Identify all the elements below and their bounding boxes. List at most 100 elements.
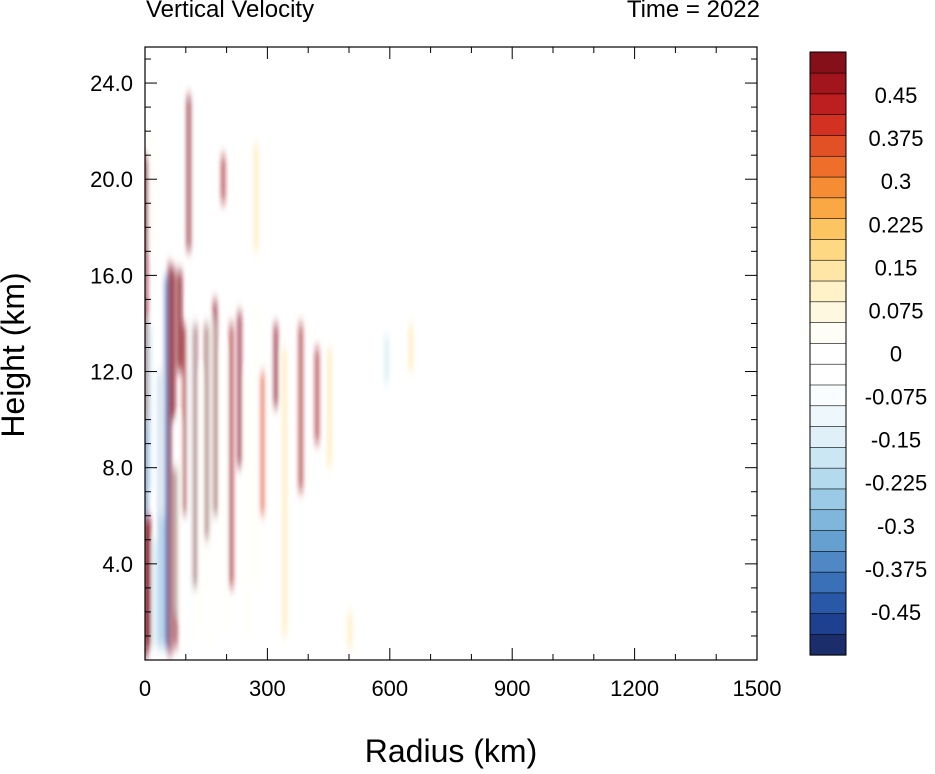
velocity-feature (164, 275, 168, 648)
velocity-feature (238, 311, 242, 468)
y-tick-label: 16.0 (90, 263, 133, 288)
colorbar-segment (809, 238, 847, 261)
colorbar-segment (809, 280, 847, 303)
colorbar-segment (809, 259, 847, 282)
colorbar-segment (809, 571, 847, 594)
velocity-feature (283, 347, 287, 636)
y-tick-label: 8.0 (102, 456, 133, 481)
velocity-feature (160, 275, 164, 516)
colorbar-label: 0.225 (868, 212, 923, 237)
velocity-feature (274, 323, 278, 408)
velocity-feature (348, 611, 352, 648)
colorbar-label: -0.15 (871, 428, 921, 453)
x-tick-label: 1500 (733, 676, 782, 701)
x-tick-label: 900 (494, 676, 531, 701)
velocity-feature (246, 371, 250, 636)
colorbar-segment (809, 176, 847, 199)
velocity-feature (209, 323, 213, 648)
velocity-feature (168, 263, 172, 656)
colorbar-label: -0.225 (865, 471, 927, 496)
velocity-feature (229, 323, 233, 588)
velocity-feature (187, 95, 191, 252)
colorbar-segment (809, 467, 847, 490)
colorbar-frame (809, 51, 847, 656)
colorbar-segment (809, 509, 847, 531)
colorbar-segment (809, 342, 847, 365)
colorbar-segment (809, 488, 847, 511)
y-axis-label: Height (km) (0, 272, 31, 437)
colorbar-segment (809, 363, 847, 386)
colorbar-label: -0.375 (865, 557, 927, 582)
colorbar-segment (809, 405, 847, 427)
colorbar: 0.45 0.375 0.3 0.225 0.15 0.075 0 -0.075 -0.15 -0… (809, 51, 927, 656)
velocity-feature (193, 323, 197, 588)
colorbar-segment (809, 633, 847, 656)
colorbar-segment (809, 197, 847, 219)
x-tick-label: 600 (371, 676, 408, 701)
colorbar-label: 0.3 (881, 169, 912, 194)
plot-background (145, 47, 757, 660)
colorbar-label: -0.3 (877, 514, 915, 539)
y-tick-label: 12.0 (90, 360, 133, 385)
velocity-feature (221, 347, 225, 636)
velocity-feature (148, 323, 152, 492)
colorbar-segment (809, 446, 847, 469)
x-axis-label: Radius (km) (365, 733, 537, 769)
velocity-feature (409, 323, 413, 372)
colorbar-label: -0.45 (871, 600, 921, 625)
colorbar-segment (809, 134, 847, 157)
velocity-feature (172, 268, 176, 420)
velocity-feature (260, 371, 264, 516)
colorbar-label: -0.075 (865, 385, 927, 410)
velocity-feature (327, 347, 331, 468)
colorbar-segment (809, 529, 847, 552)
velocity-feature (254, 299, 258, 588)
velocity-feature (152, 131, 156, 252)
velocity-feature (213, 299, 217, 516)
velocity-feature (189, 299, 193, 648)
colorbar-segment (809, 114, 847, 136)
colorbar-segment (809, 93, 847, 115)
velocity-feature (385, 335, 389, 384)
velocity-feature (254, 143, 258, 252)
colorbar-segment (809, 51, 847, 74)
colorbar-segment (809, 592, 847, 615)
colorbar-label: 0.15 (875, 255, 918, 280)
time-label: Time = 2022 (626, 0, 760, 23)
colorbar-segment (809, 322, 847, 344)
velocity-feature (183, 323, 187, 516)
colorbar-segment (809, 301, 847, 323)
colorbar-label: 0.45 (875, 83, 918, 108)
x-tick-label: 1200 (610, 676, 659, 701)
colorbar-segment (809, 218, 847, 240)
velocity-feature (173, 467, 177, 648)
velocity-feature (153, 539, 157, 648)
colorbar-label: 0.375 (868, 126, 923, 151)
velocity-feature (299, 323, 303, 492)
velocity-feature (315, 347, 319, 444)
colorbar-label: 0.075 (868, 298, 923, 323)
velocity-feature (221, 155, 225, 204)
colorbar-segment (809, 550, 847, 573)
heatmap-features (145, 95, 413, 660)
y-tick-label: 24.0 (90, 71, 133, 96)
colorbar-segment (809, 72, 847, 95)
x-tick-label: 300 (249, 676, 286, 701)
chart-title: Vertical Velocity (146, 0, 315, 23)
velocity-feature (147, 515, 151, 648)
colorbar-segment (809, 425, 847, 448)
velocity-feature (177, 419, 181, 612)
colorbar-segment (809, 613, 847, 635)
axes: 0 300 600 900 1200 1500 4.0 8.0 12.0 16.0 20.0 24.0 (90, 47, 781, 701)
plot-frame (144, 46, 758, 661)
colorbar-segment (809, 384, 847, 407)
velocity-feature (199, 371, 203, 636)
colorbar-label: 0 (890, 342, 902, 367)
y-tick-label: 20.0 (90, 167, 133, 192)
y-tick-label: 4.0 (102, 552, 133, 577)
colorbar-segment (809, 155, 847, 178)
velocity-feature (177, 270, 182, 372)
velocity-feature (205, 323, 209, 540)
x-tick-label: 0 (139, 676, 151, 701)
